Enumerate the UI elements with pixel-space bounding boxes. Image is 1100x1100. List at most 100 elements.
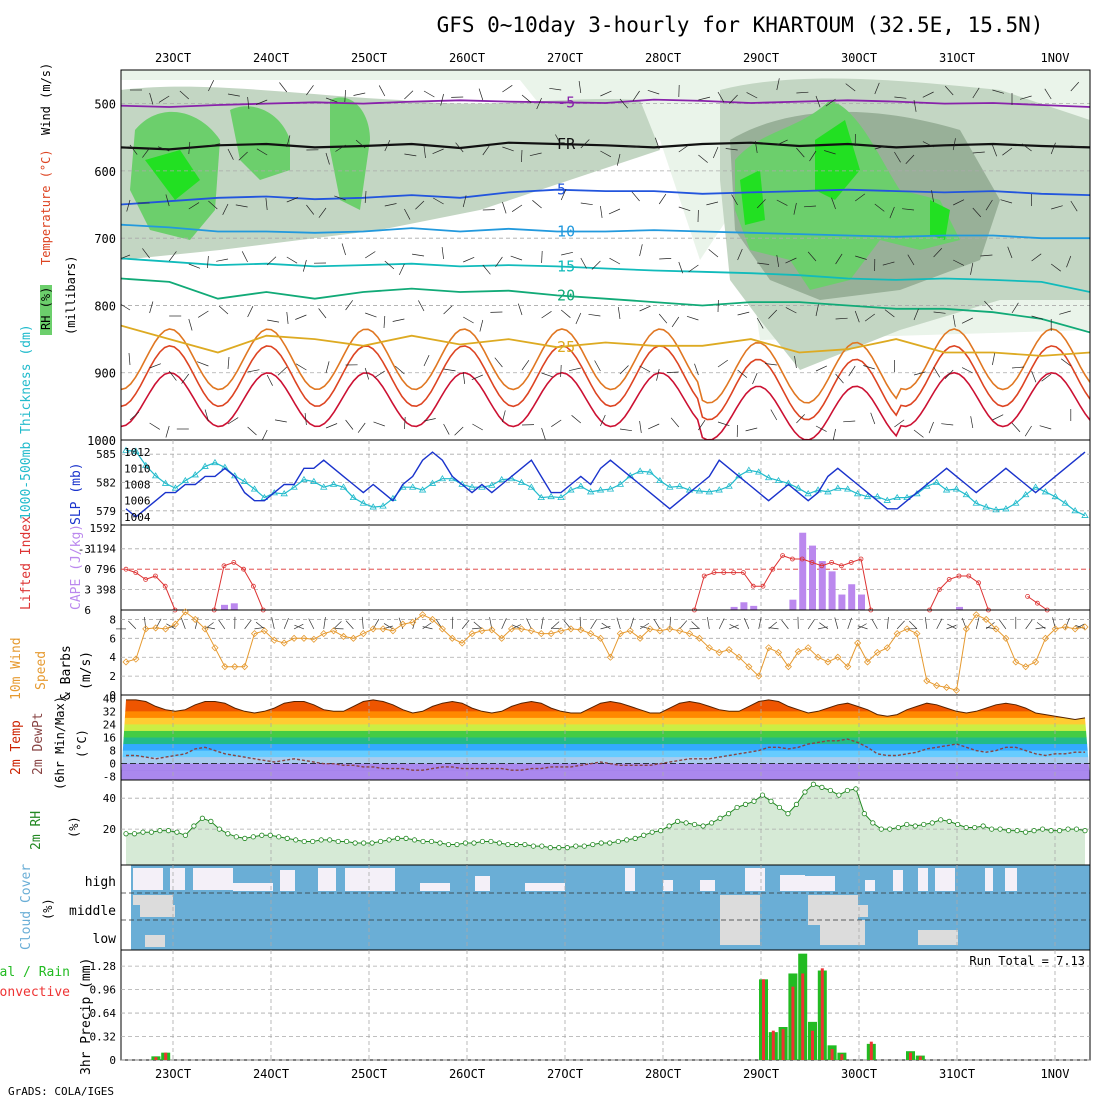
cape-bar	[809, 545, 816, 610]
wind-barb-10m	[255, 621, 265, 630]
wind-barb	[913, 371, 926, 376]
lifted-point	[721, 570, 727, 575]
wind-barb	[157, 146, 170, 152]
wind-speed-point	[132, 655, 140, 663]
rh2m-point	[411, 837, 418, 843]
wind-barb	[815, 365, 828, 372]
wind-speed-point	[517, 625, 526, 633]
wind-barb	[578, 81, 582, 94]
wind-barb	[158, 95, 170, 103]
cloud-high-block	[1005, 868, 1017, 891]
wind-barb	[235, 204, 248, 208]
wind-barb	[717, 91, 725, 103]
wind-barb	[737, 248, 743, 261]
temp-tick: 0	[109, 758, 116, 771]
wind-barb	[1011, 422, 1021, 433]
rh2m-point	[488, 838, 494, 845]
temp-contour-label: 5	[557, 181, 566, 199]
wind-barb	[600, 205, 603, 218]
wind-barb	[913, 308, 919, 321]
thickness-point	[359, 499, 367, 506]
wind-barb	[433, 197, 444, 205]
wind-barb-10m	[550, 621, 560, 630]
thickness-point	[774, 476, 783, 484]
rh2m-point	[242, 835, 248, 841]
wind-barb	[754, 141, 758, 154]
wind-barb	[1044, 88, 1052, 100]
wind-barb-10m	[128, 620, 137, 630]
rh2m-tick: 40	[103, 792, 116, 805]
rh2m-point	[378, 838, 384, 845]
rh2m-point	[989, 826, 995, 832]
temp-tick: 32	[103, 705, 116, 718]
rh2m-point	[624, 837, 630, 843]
wind-barb	[617, 307, 621, 320]
rh2m-point	[361, 840, 367, 846]
thickness-point	[161, 479, 170, 486]
wind-speed-point	[508, 625, 516, 633]
wind-barb	[980, 254, 993, 257]
lifted-point	[819, 563, 825, 569]
temp-band	[121, 757, 1090, 765]
credit-text: GrADS: COLA/IGES	[8, 1085, 114, 1098]
rh2m-point	[1006, 828, 1012, 834]
wind-barb	[815, 95, 821, 108]
thickness-point	[547, 492, 555, 500]
cloud-high-block	[893, 870, 903, 891]
wind-speed-point	[913, 630, 921, 638]
temp-band	[121, 717, 1090, 725]
rh2m-point	[1082, 828, 1088, 834]
lifted-point	[809, 560, 815, 565]
rh2m-point	[963, 824, 969, 831]
thickness-point	[784, 479, 793, 486]
thickness-point	[725, 482, 733, 489]
wind-barb	[208, 200, 218, 210]
temp-tick: 40	[103, 692, 116, 705]
wind-speed-point	[606, 653, 615, 661]
wind-barb	[756, 199, 766, 209]
wind-barb	[168, 370, 177, 381]
ylabel-temperature: Temperature (°C)	[39, 149, 53, 265]
wind-barb	[325, 97, 338, 103]
x-tick-bottom: 31OCT	[939, 1067, 975, 1081]
wind-barb	[619, 428, 632, 432]
x-tick-bottom: 29OCT	[743, 1067, 779, 1081]
wind-barb	[776, 139, 788, 146]
temp-contour-hot	[121, 371, 1090, 440]
rh2m-point	[836, 792, 842, 798]
rh2m-point	[1065, 826, 1071, 832]
thickness-point	[1051, 492, 1060, 500]
thickness-point	[142, 461, 150, 468]
thickness-point	[844, 485, 852, 492]
wind-barb	[731, 194, 738, 206]
wind-barb	[770, 409, 778, 421]
wind-barb	[247, 426, 257, 436]
thickness-line	[125, 449, 1086, 517]
wind-barb	[384, 203, 397, 207]
temp-contour-label: 25	[557, 338, 575, 356]
ylabel-cloud-unit: (%)	[41, 898, 55, 920]
thickness-point	[962, 491, 971, 498]
wind-speed-point	[1002, 634, 1010, 642]
thickness-point	[863, 492, 872, 500]
wind-barb	[454, 426, 464, 436]
temp-band	[121, 724, 1090, 732]
wind-barb	[884, 309, 895, 318]
wind-barb	[404, 90, 414, 100]
wind-barb	[129, 411, 140, 421]
wind-barb	[608, 208, 621, 215]
ylabel-slp: SLP (mb)	[69, 462, 84, 525]
wind-barb	[992, 89, 1004, 94]
cloud-high-block	[663, 880, 673, 891]
rh2m-point	[284, 835, 290, 841]
slp-tick: 1006	[124, 495, 151, 508]
thickness-point	[616, 480, 625, 487]
precip-tick: 0.32	[90, 1031, 117, 1044]
wind-speed-point	[745, 663, 753, 671]
wind-barb-10m	[718, 618, 725, 630]
wind-barb	[149, 422, 160, 430]
thickness-point	[310, 477, 318, 484]
lifted-point	[956, 573, 962, 579]
wind-barb	[706, 201, 719, 206]
wind-barb-10m	[271, 617, 275, 629]
